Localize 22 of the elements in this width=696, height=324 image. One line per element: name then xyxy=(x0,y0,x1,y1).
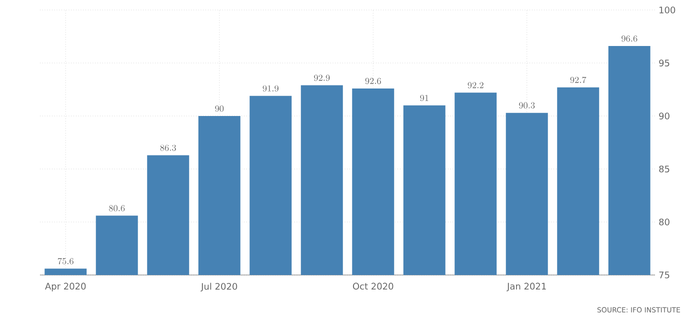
y-tick-label: 95 xyxy=(659,60,670,66)
y-tick-label: 100 xyxy=(660,6,676,14)
x-tick-label: Oct 2020 xyxy=(352,282,394,290)
data-label: 80.6 xyxy=(109,205,125,212)
y-tick-label: 90 xyxy=(659,112,670,120)
data-label: 96.6 xyxy=(622,36,638,42)
data-label: 91 xyxy=(420,94,428,102)
x-tick-label: Jul 2020 xyxy=(200,282,238,292)
data-label: 91 .9 xyxy=(262,85,278,92)
data-label: 75.6 xyxy=(58,258,74,264)
y-tick-label: 85 xyxy=(659,166,670,172)
y-tick-label: 75 xyxy=(659,272,670,278)
data-label: 90 xyxy=(215,105,224,112)
data-label: 92.9 xyxy=(314,74,330,81)
x-tick-label: Apr 2020 xyxy=(45,282,86,292)
x-tick-label: Jan 2021 xyxy=(506,282,546,292)
data-label: 92.7 xyxy=(570,76,586,84)
y-tick-label: 80 xyxy=(659,218,670,226)
data-label: 90.3 xyxy=(519,102,535,108)
data-label: 92.6 xyxy=(365,78,381,84)
data-label: 86.3 xyxy=(160,144,176,151)
data-label: 92.2 xyxy=(468,82,484,88)
